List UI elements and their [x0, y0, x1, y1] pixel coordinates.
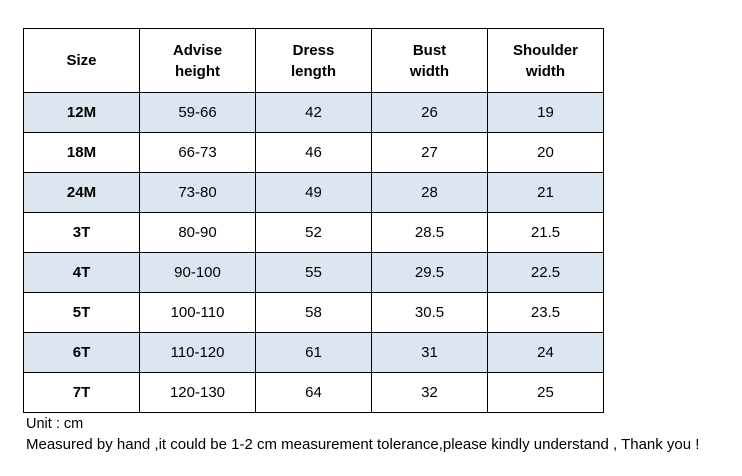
header-shoulder-width-line-2: width [525, 62, 566, 80]
height-cell: 90-100 [139, 252, 256, 293]
bust-width-cell: 28 [371, 172, 488, 213]
size-cell: 6T [23, 332, 140, 373]
bust-width-cell: 28.5 [371, 212, 488, 253]
height-cell: 80-90 [139, 212, 256, 253]
bust-width-cell: 29.5 [371, 252, 488, 293]
size-cell: 24M [23, 172, 140, 213]
table-row: 24M 73-80 49 28 21 [23, 172, 604, 213]
shoulder-width-cell: 21 [487, 172, 604, 213]
header-bust-width-line-2: width [409, 62, 450, 80]
header-shoulder-width: Shoulder width [487, 28, 604, 93]
bust-width-cell: 32 [371, 372, 488, 413]
table-row: 6T 110-120 61 31 24 [23, 332, 604, 373]
height-cell: 73-80 [139, 172, 256, 213]
header-shoulder-width-line-1: Shoulder [512, 41, 578, 59]
shoulder-width-cell: 25 [487, 372, 604, 413]
bust-width-cell: 27 [371, 132, 488, 173]
size-cell: 5T [23, 292, 140, 333]
size-cell: 7T [23, 372, 140, 413]
header-dress-length: Dress length [255, 28, 372, 93]
header-row: Size Advise height Dress length Bust wid… [23, 28, 604, 93]
bust-width-cell: 30.5 [371, 292, 488, 333]
bust-width-cell: 26 [371, 92, 488, 133]
shoulder-width-cell: 20 [487, 132, 604, 173]
unit-note: Unit : cm [26, 416, 84, 432]
height-cell: 100-110 [139, 292, 256, 333]
bust-width-cell: 31 [371, 332, 488, 373]
size-cell: 3T [23, 212, 140, 253]
shoulder-width-cell: 23.5 [487, 292, 604, 333]
height-cell: 110-120 [139, 332, 256, 373]
height-cell: 59-66 [139, 92, 256, 133]
table-row: 7T 120-130 64 32 25 [23, 372, 604, 413]
dress-length-cell: 55 [255, 252, 372, 293]
header-size-line-1: Size [66, 52, 97, 69]
size-cell: 18M [23, 132, 140, 173]
dress-length-cell: 52 [255, 212, 372, 253]
size-cell: 4T [23, 252, 140, 293]
dress-length-cell: 64 [255, 372, 372, 413]
table-row: 5T 100-110 58 30.5 23.5 [23, 292, 604, 333]
table-row: 18M 66-73 46 27 20 [23, 132, 604, 173]
header-advise-height: Advise height [139, 28, 256, 93]
dress-length-cell: 46 [255, 132, 372, 173]
header-bust-width: Bust width [371, 28, 488, 93]
table-row: 4T 90-100 55 29.5 22.5 [23, 252, 604, 293]
dress-length-cell: 58 [255, 292, 372, 333]
dress-length-cell: 42 [255, 92, 372, 133]
size-chart-table: Size Advise height Dress length Bust wid… [23, 28, 604, 413]
header-dress-length-line-2: length [291, 62, 336, 80]
header-bust-width-line-1: Bust [412, 41, 447, 59]
shoulder-width-cell: 24 [487, 332, 604, 373]
measurement-note: Measured by hand ,it could be 1-2 cm mea… [26, 436, 700, 453]
height-cell: 66-73 [139, 132, 256, 173]
dress-length-cell: 49 [255, 172, 372, 213]
header-advise-height-line-2: height [175, 62, 220, 80]
height-cell: 120-130 [139, 372, 256, 413]
header-advise-height-line-1: Advise [172, 41, 223, 59]
size-cell: 12M [23, 92, 140, 133]
shoulder-width-cell: 21.5 [487, 212, 604, 253]
shoulder-width-cell: 19 [487, 92, 604, 133]
dress-length-cell: 61 [255, 332, 372, 373]
table-row: 3T 80-90 52 28.5 21.5 [23, 212, 604, 253]
table-row: 12M 59-66 42 26 19 [23, 92, 604, 133]
header-dress-length-line-1: Dress [292, 41, 335, 59]
shoulder-width-cell: 22.5 [487, 252, 604, 293]
header-size: Size [23, 28, 140, 93]
